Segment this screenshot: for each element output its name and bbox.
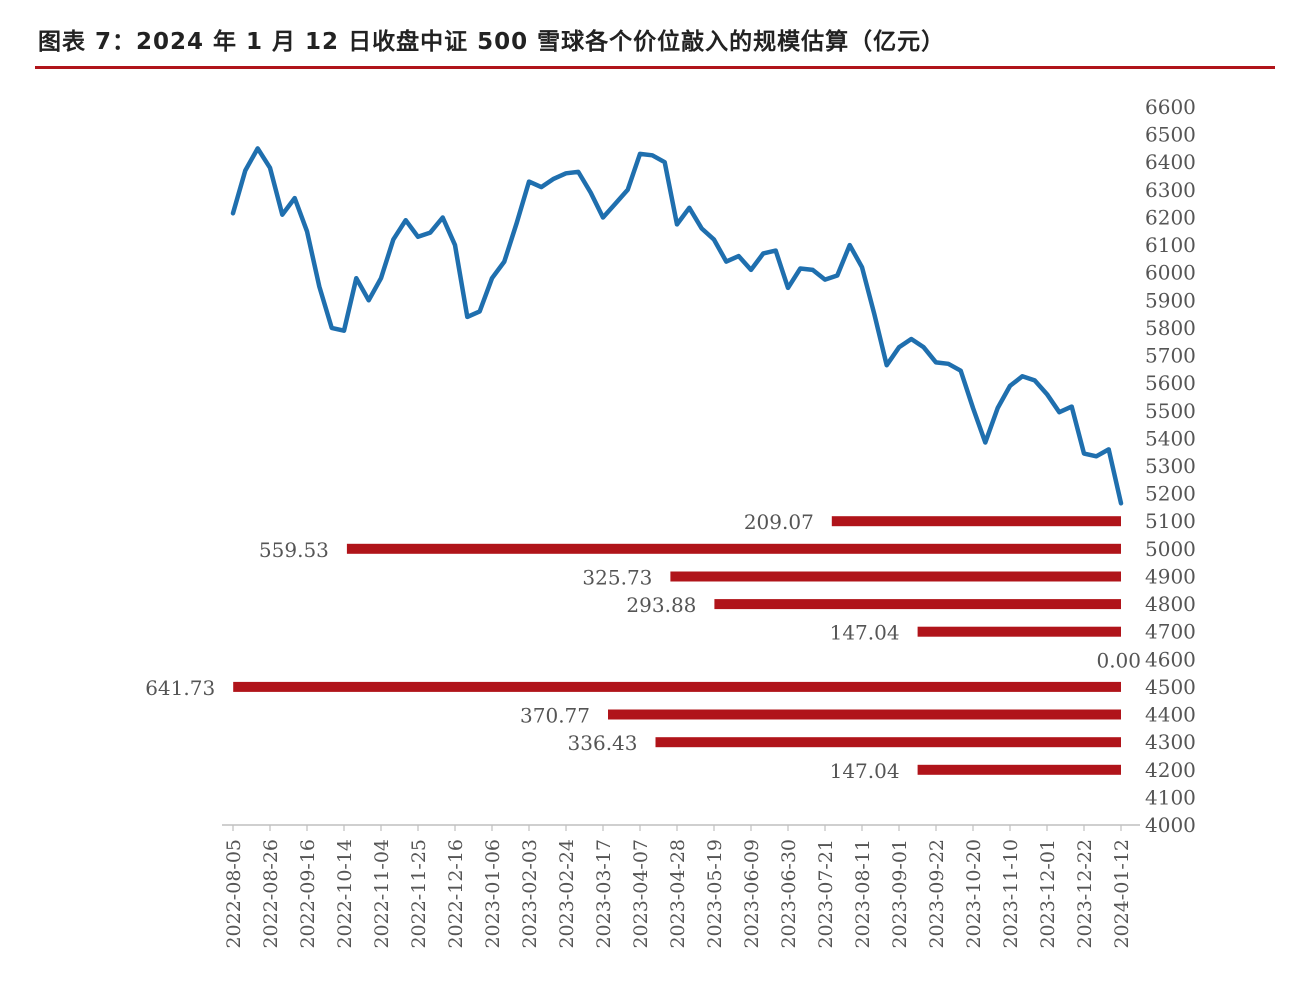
knock-in-bar-4300 bbox=[655, 737, 1121, 748]
x-tick-label: 2023-07-21 bbox=[815, 839, 837, 949]
x-tick-label: 2022-09-16 bbox=[297, 839, 319, 949]
x-tick-label: 2023-06-09 bbox=[741, 839, 763, 949]
y-tick-label: 6300 bbox=[1145, 178, 1196, 202]
x-tick-label: 2023-12-01 bbox=[1037, 839, 1059, 949]
bar-value-label-4600: 0.00 bbox=[1096, 648, 1141, 672]
x-tick-label: 2023-09-01 bbox=[889, 839, 911, 949]
y-tick-label: 6200 bbox=[1145, 205, 1196, 229]
bar-value-label-5000: 559.53 bbox=[259, 538, 329, 562]
y-tick-label: 4700 bbox=[1145, 620, 1196, 644]
y-tick-label: 5800 bbox=[1145, 316, 1196, 340]
x-tick-label: 2022-11-25 bbox=[408, 839, 430, 949]
y-tick-label: 4000 bbox=[1145, 813, 1196, 837]
y-tick-label: 4600 bbox=[1145, 647, 1196, 671]
knock-in-bar-4500 bbox=[233, 681, 1121, 692]
y-tick-label: 4800 bbox=[1145, 592, 1196, 616]
x-tick-label: 2022-11-04 bbox=[371, 839, 393, 949]
x-tick-label: 2023-06-30 bbox=[778, 839, 800, 949]
y-tick-label: 4500 bbox=[1145, 675, 1196, 699]
x-tick-label: 2023-01-06 bbox=[482, 839, 504, 949]
x-tick-label: 2022-08-05 bbox=[223, 839, 245, 949]
y-tick-label: 6100 bbox=[1145, 233, 1196, 257]
y-tick-label: 5000 bbox=[1145, 537, 1196, 561]
y-tick-label: 4300 bbox=[1145, 730, 1196, 754]
x-tick-label: 2023-11-10 bbox=[1000, 839, 1022, 949]
y-tick-label: 5400 bbox=[1145, 426, 1196, 450]
bar-value-label-4500: 641.73 bbox=[145, 676, 215, 700]
y-tick-label: 5600 bbox=[1145, 371, 1196, 395]
knock-in-bar-4400 bbox=[608, 709, 1121, 720]
knock-in-bar-5100 bbox=[831, 516, 1121, 527]
line-series-path bbox=[230, 146, 1124, 506]
y-axis: 6600 6500 6400 6300 6200 6100 6000 5900 5800 5700… bbox=[1145, 95, 1196, 837]
y-tick-label: 6400 bbox=[1145, 150, 1196, 174]
y-tick-label: 5500 bbox=[1145, 399, 1196, 423]
csi500-line-series bbox=[230, 146, 1124, 506]
knock-in-bars: 209.07 559.53 325.73 293.88 147.04 0.00 641.73… bbox=[145, 510, 1141, 783]
y-tick-label: 5200 bbox=[1145, 482, 1196, 506]
x-tick-label: 2023-03-17 bbox=[593, 839, 615, 949]
y-tick-label: 6500 bbox=[1145, 123, 1196, 147]
y-tick-label: 4100 bbox=[1145, 785, 1196, 809]
x-axis: 2022-08-05 2022-08-26 2022-09-16 2022-10-14… bbox=[222, 824, 1140, 949]
x-tick-label: 2023-04-07 bbox=[630, 839, 652, 949]
x-tick-label: 2022-10-14 bbox=[334, 839, 356, 949]
x-tick-label: 2023-05-19 bbox=[704, 839, 726, 949]
knock-in-bar-4200 bbox=[917, 764, 1121, 775]
x-tick-label: 2023-02-24 bbox=[556, 839, 578, 949]
y-tick-label: 5300 bbox=[1145, 454, 1196, 478]
bar-value-label-4200: 147.04 bbox=[830, 759, 900, 783]
bar-value-label-4400: 370.77 bbox=[520, 704, 590, 728]
bar-value-label-4800: 293.88 bbox=[626, 593, 696, 617]
x-tick-label: 2023-09-22 bbox=[926, 839, 948, 949]
chart-title: 图表 7：2024 年 1 月 12 日收盘中证 500 雪球各个价位敲入的规模… bbox=[38, 29, 946, 55]
bar-value-label-4900: 325.73 bbox=[582, 566, 652, 590]
x-tick-label: 2022-08-26 bbox=[260, 839, 282, 949]
y-tick-label: 6600 bbox=[1145, 95, 1196, 119]
y-tick-label: 5100 bbox=[1145, 509, 1196, 533]
y-tick-label: 5900 bbox=[1145, 288, 1196, 312]
x-tick-label: 2024-01-12 bbox=[1111, 839, 1133, 949]
knock-in-bar-4800 bbox=[714, 599, 1121, 610]
y-tick-label: 6000 bbox=[1145, 261, 1196, 285]
x-tick-label: 2023-02-03 bbox=[519, 839, 541, 949]
x-tick-label: 2022-12-16 bbox=[445, 839, 467, 949]
knock-in-bar-5000 bbox=[346, 543, 1121, 554]
knock-in-bar-4700 bbox=[917, 626, 1121, 637]
bar-value-label-4700: 147.04 bbox=[830, 621, 900, 645]
x-tick-label: 2023-10-20 bbox=[963, 839, 985, 949]
y-tick-label: 4900 bbox=[1145, 564, 1196, 588]
bar-value-label-4300: 336.43 bbox=[568, 731, 638, 755]
x-tick-label: 2023-12-22 bbox=[1074, 839, 1096, 949]
y-tick-label: 5700 bbox=[1145, 344, 1196, 368]
y-tick-label: 4200 bbox=[1145, 758, 1196, 782]
x-tick-label: 2023-08-11 bbox=[852, 839, 874, 949]
y-tick-label: 4400 bbox=[1145, 703, 1196, 727]
x-tick-label: 2023-04-28 bbox=[667, 839, 689, 949]
bar-value-label-5100: 209.07 bbox=[744, 510, 814, 534]
title-rule bbox=[35, 66, 1275, 69]
knock-in-bar-4900 bbox=[670, 571, 1121, 582]
